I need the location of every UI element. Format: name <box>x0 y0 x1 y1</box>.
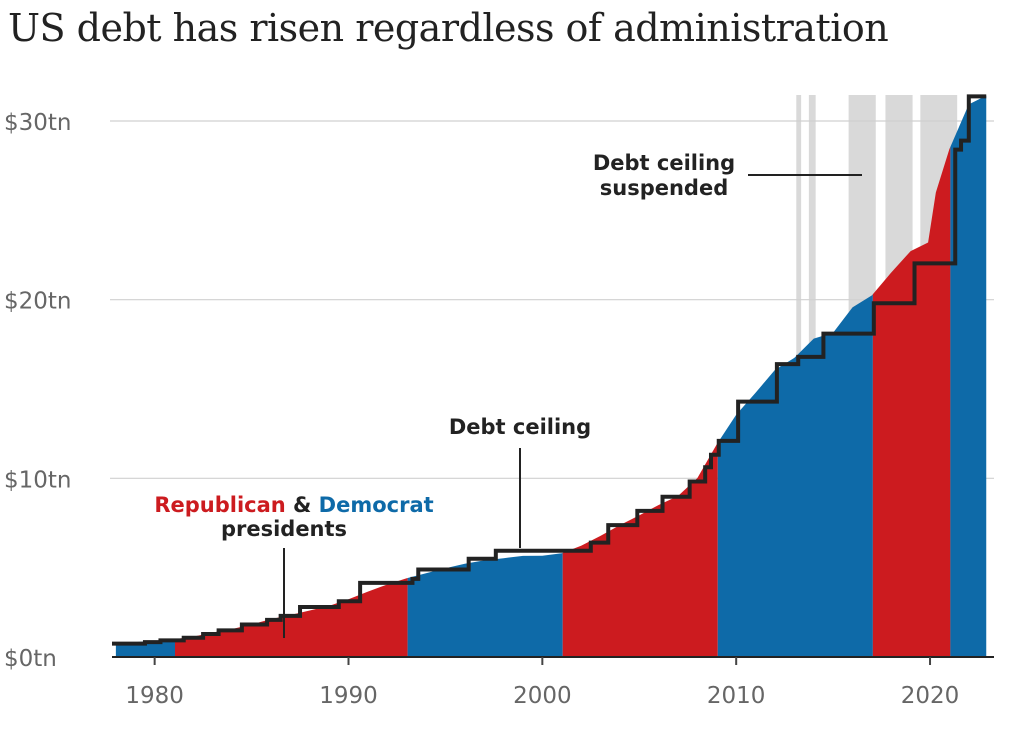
y-tick-label: $20tn <box>4 289 72 315</box>
area-republican-5 <box>872 146 951 658</box>
area-democrat-2 <box>407 552 563 657</box>
republican-label: Republican <box>154 493 285 517</box>
annotations: Republican & Democrat presidents Debt ce… <box>154 151 862 638</box>
and-label: & <box>286 493 319 517</box>
chart-title: US debt has risen regardless of administ… <box>8 6 889 50</box>
x-tick-label: 2020 <box>901 683 960 709</box>
axes: $0tn $10tn $20tn $30tn 1980 1990 2000 2010 2020 <box>4 110 994 709</box>
suspended-label-line2: suspended <box>600 176 728 200</box>
debt-ceiling-label: Debt ceiling <box>449 415 591 439</box>
democrat-label: Democrat <box>319 493 434 517</box>
x-tick-label: 2000 <box>513 683 572 709</box>
x-tick-label: 1980 <box>125 683 184 709</box>
y-tick-label: $30tn <box>4 110 72 136</box>
x-tick-label: 1990 <box>319 683 378 709</box>
y-tick-label: $0tn <box>4 646 57 672</box>
debt-ceiling-line <box>112 94 987 646</box>
area-democrat-6 <box>950 95 987 657</box>
presidents-label: presidents <box>221 517 347 541</box>
y-tick-label: $10tn <box>4 467 72 493</box>
debt-ceiling-step <box>112 94 987 646</box>
suspended-label-line1: Debt ceiling <box>593 151 735 175</box>
x-tick-label: 2010 <box>707 683 766 709</box>
party-legend: Republican & Democrat <box>154 493 433 517</box>
area-democrat-4 <box>717 294 873 657</box>
